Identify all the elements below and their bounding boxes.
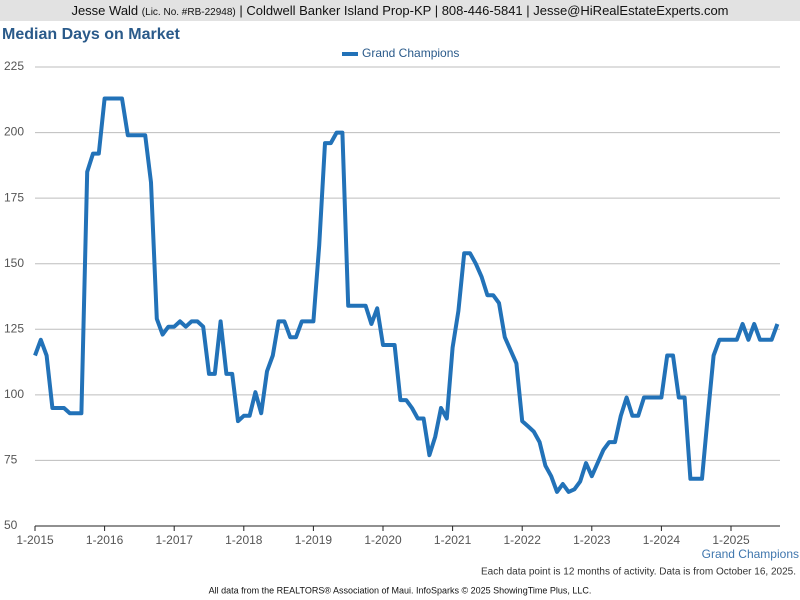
header-bar: Jesse Wald (Lic. No. #RB-22948) | Coldwe… <box>0 0 800 21</box>
agent-name: Jesse Wald <box>71 3 139 18</box>
y-tick-label: 200 <box>4 125 24 139</box>
license: (Lic. No. #RB-22948) <box>141 7 236 18</box>
series-line <box>33 96 780 494</box>
y-tick-label: 175 <box>4 190 24 204</box>
x-tick-label: 1-2025 <box>712 533 750 547</box>
y-tick-label: 100 <box>4 387 24 401</box>
x-tick-label: 1-2015 <box>16 533 54 547</box>
y-tick-label: 50 <box>4 518 18 532</box>
contact-details: | Coldwell Banker Island Prop-KP | 808-4… <box>239 3 729 18</box>
source: All data from the REALTORS® Association … <box>209 585 592 595</box>
note: Each data point is 12 months of activity… <box>481 567 796 578</box>
x-tick-label: 1-2021 <box>434 533 472 547</box>
x-tick-label: 1-2023 <box>573 533 611 547</box>
y-tick-label: 225 <box>4 59 24 73</box>
chart-title: Median Days on Market <box>2 26 181 43</box>
x-tick-label: 1-2018 <box>225 533 263 547</box>
x-axis-label: Grand Champions <box>702 547 799 561</box>
x-tick-label: 1-2020 <box>364 533 402 547</box>
legend-label: Grand Champions <box>362 46 459 60</box>
x-tick-label: 1-2017 <box>156 533 194 547</box>
y-tick-label: 75 <box>4 453 18 467</box>
y-tick-label: 125 <box>4 321 24 335</box>
y-tick-label: 150 <box>4 256 24 270</box>
x-tick-label: 1-2019 <box>295 533 333 547</box>
x-tick-label: 1-2024 <box>643 533 681 547</box>
x-tick-label: 1-2016 <box>86 533 124 547</box>
x-tick-label: 1-2022 <box>504 533 542 547</box>
